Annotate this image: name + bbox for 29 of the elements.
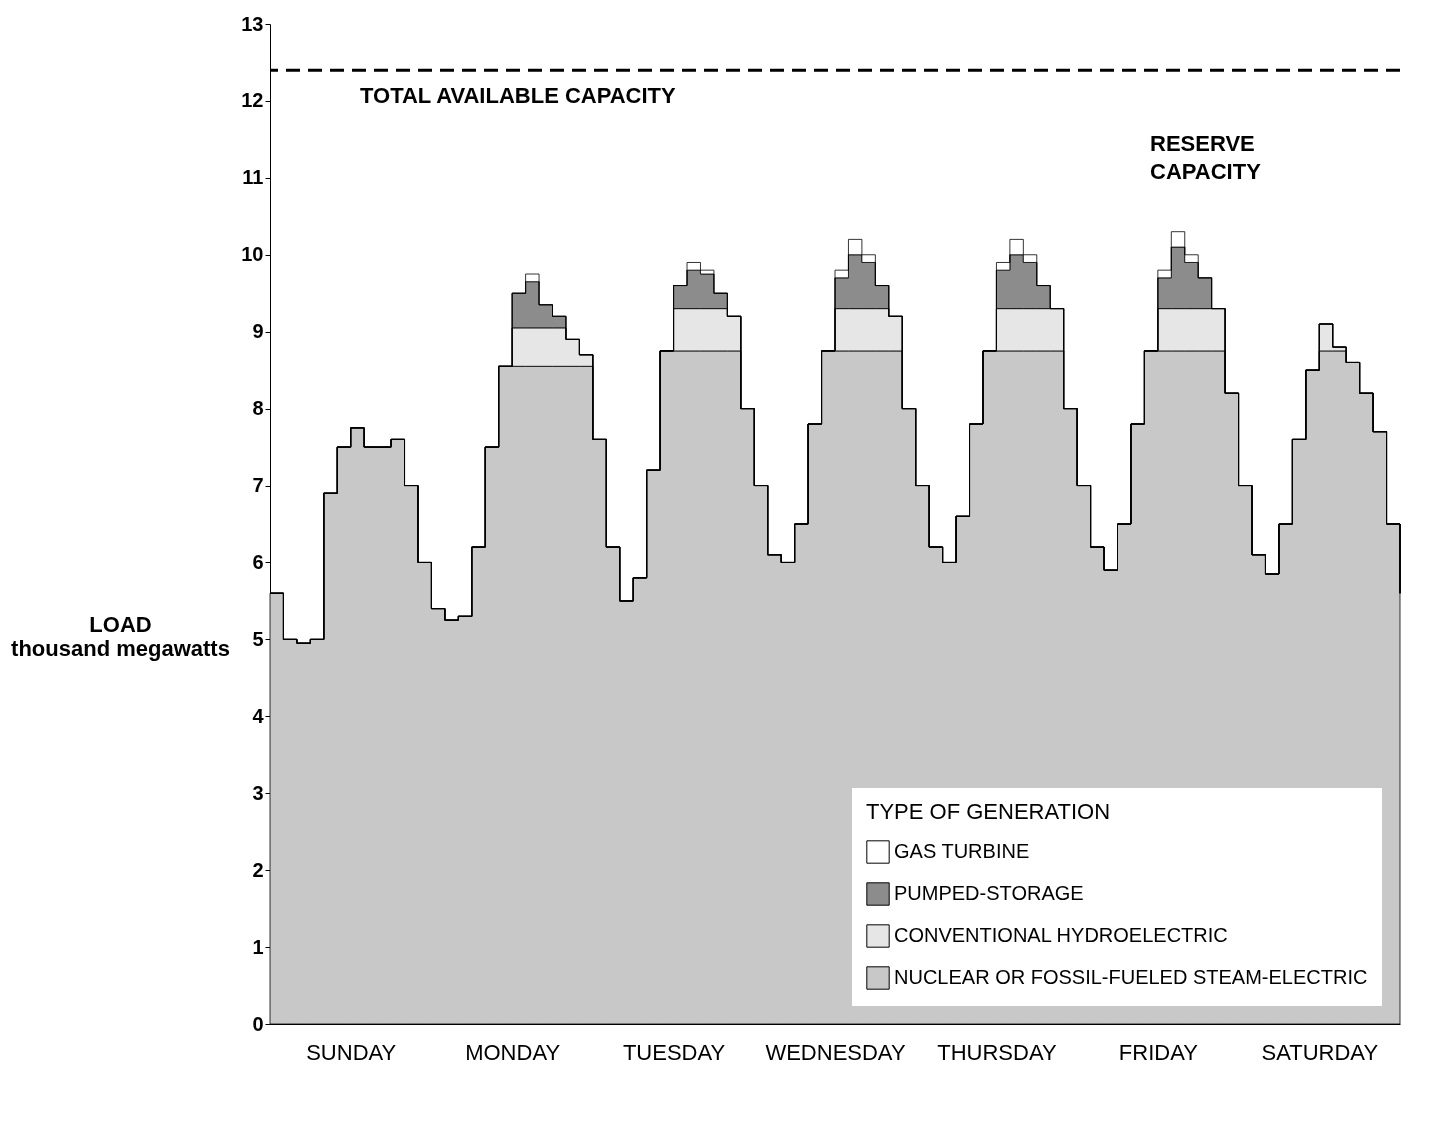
y-tick-label: 8: [252, 397, 264, 420]
x-tick-label: MONDAY: [465, 1039, 561, 1065]
y-tick-label: 2: [252, 858, 264, 881]
y-tick-label: 4: [252, 704, 265, 727]
y-tick-label: 12: [241, 89, 264, 112]
y-tick-label: 9: [252, 320, 264, 343]
x-tick-label: SATURDAY: [1261, 1039, 1379, 1065]
y-tick-label: 6: [252, 550, 264, 573]
ref-line-label: TOTAL AVAILABLE CAPACITY: [360, 83, 677, 109]
y-tick-label: 7: [252, 474, 264, 497]
y-tick-label: 5: [252, 627, 264, 650]
x-tick-label: SUNDAY: [306, 1039, 397, 1065]
x-tick-label: FRIDAY: [1118, 1039, 1199, 1065]
x-tick-label: THURSDAY: [937, 1039, 1057, 1065]
y-tick-label: 13: [241, 12, 264, 35]
legend-title: TYPE OF GENERATION: [866, 799, 1111, 824]
series-label: PUMPED-STORAGE: [894, 882, 1084, 904]
y-tick-label: 1: [252, 935, 264, 958]
series-label: CONVENTIONAL HYDROELECTRIC: [894, 924, 1228, 946]
annotation: RESERVE CAPACITY: [1150, 131, 1262, 184]
x-tick-label: WEDNESDAY: [765, 1039, 906, 1065]
y-tick-label: 3: [252, 781, 264, 804]
series-label: NUCLEAR OR FOSSIL-FUELED STEAM-ELECTRIC: [894, 966, 1368, 988]
x-tick-label: TUESDAY: [622, 1039, 726, 1065]
series-label: GAS TURBINE: [894, 840, 1030, 862]
y-tick-label: 10: [241, 243, 264, 266]
y-tick-label: 11: [242, 166, 264, 189]
y-tick-label: 0: [252, 1012, 264, 1035]
y-axis-title: LOAD thousand megawatts: [11, 611, 230, 661]
